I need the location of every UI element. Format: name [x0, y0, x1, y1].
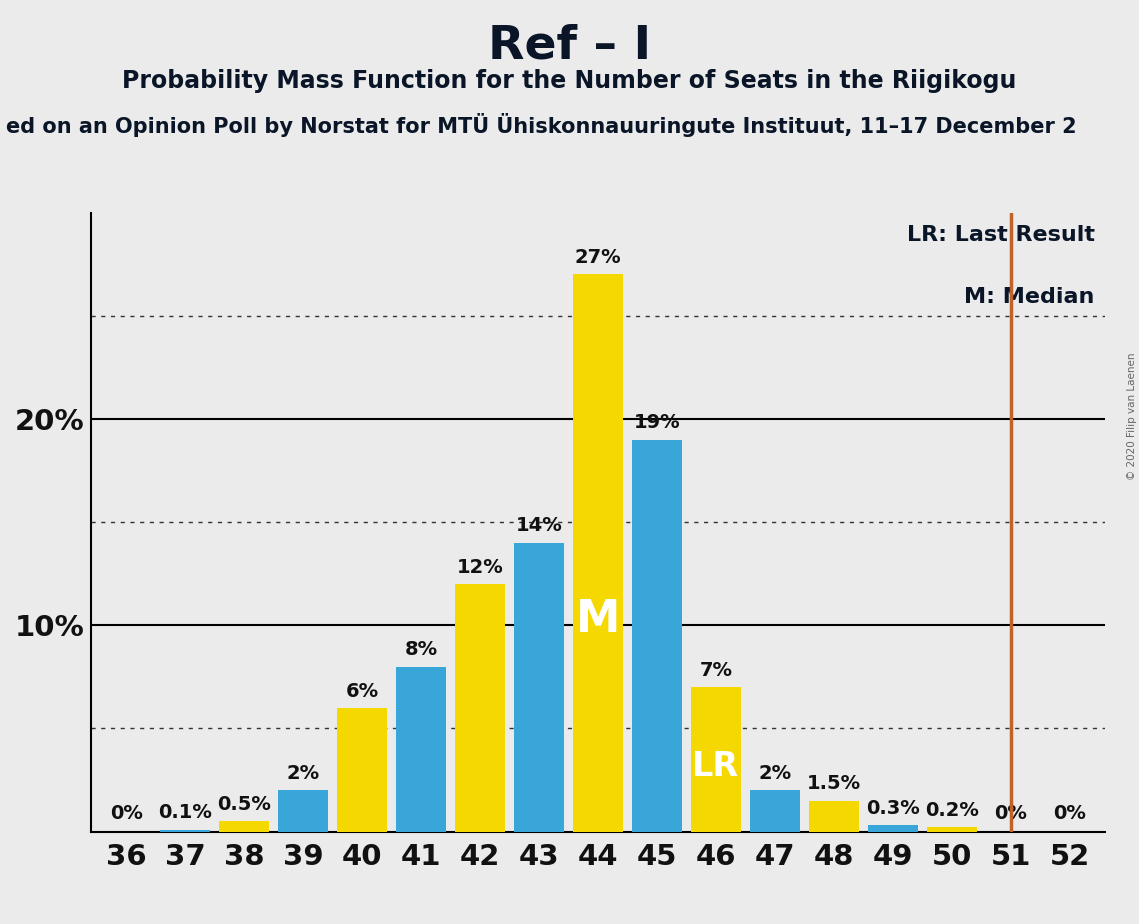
Text: 8%: 8% — [404, 640, 437, 660]
Text: 1.5%: 1.5% — [806, 774, 861, 794]
Text: 12%: 12% — [457, 558, 503, 577]
Text: Ref – I: Ref – I — [487, 23, 652, 68]
Bar — [926, 828, 976, 832]
Bar — [868, 825, 918, 832]
Bar — [278, 790, 328, 832]
Bar — [749, 790, 800, 832]
Text: 0%: 0% — [994, 805, 1027, 823]
Bar — [690, 687, 740, 832]
Text: ed on an Opinion Poll by Norstat for MTÜ Ühiskonnauuringute Instituut, 11–17 Dec: ed on an Opinion Poll by Norstat for MTÜ… — [6, 113, 1076, 137]
Bar — [632, 440, 682, 832]
Text: 0.2%: 0.2% — [925, 801, 978, 821]
Text: 27%: 27% — [575, 249, 621, 267]
Bar — [809, 800, 859, 832]
Bar — [161, 830, 211, 832]
Text: 14%: 14% — [516, 517, 563, 536]
Text: 0%: 0% — [1054, 805, 1085, 823]
Bar — [514, 542, 564, 832]
Bar — [396, 666, 446, 832]
Text: 0%: 0% — [110, 805, 142, 823]
Text: 0.3%: 0.3% — [866, 799, 919, 818]
Bar — [220, 821, 270, 832]
Text: 7%: 7% — [699, 661, 732, 680]
Text: LR: LR — [693, 750, 739, 784]
Text: Probability Mass Function for the Number of Seats in the Riigikogu: Probability Mass Function for the Number… — [122, 69, 1017, 93]
Bar — [337, 708, 387, 832]
Text: 19%: 19% — [633, 413, 680, 432]
Bar — [573, 274, 623, 832]
Text: 0.1%: 0.1% — [158, 803, 212, 822]
Text: 0.5%: 0.5% — [218, 795, 271, 814]
Text: M: Median: M: Median — [965, 286, 1095, 307]
Bar — [456, 584, 506, 832]
Text: LR: Last Result: LR: Last Result — [907, 225, 1095, 245]
Text: © 2020 Filip van Laenen: © 2020 Filip van Laenen — [1126, 352, 1137, 480]
Text: M: M — [576, 599, 620, 641]
Text: 6%: 6% — [345, 682, 379, 700]
Text: 2%: 2% — [759, 764, 792, 784]
Text: 2%: 2% — [287, 764, 320, 784]
